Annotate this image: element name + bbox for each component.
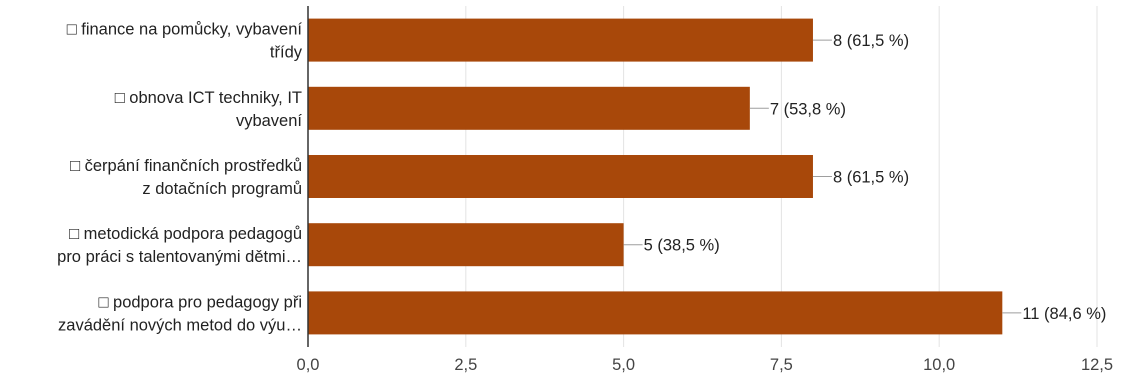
data-label: 5 (38,5 %) bbox=[644, 237, 720, 255]
value-labels: 8 (61,5 %) 7 (53,8 %) 8 (61,5 %) 5 (38,5 %)… bbox=[644, 32, 1107, 323]
category-label: □ čerpání finančních prostředků bbox=[70, 157, 302, 175]
category-label: z dotačních programů bbox=[142, 180, 302, 198]
category-label: □ obnova ICT techniky, IT bbox=[115, 89, 302, 107]
x-tick-label: 0,0 bbox=[297, 356, 320, 374]
category-label: □ metodická podpora pedagogů bbox=[69, 225, 302, 243]
data-label: 8 (61,5 %) bbox=[833, 32, 909, 50]
data-label: 11 (84,6 %) bbox=[1022, 305, 1106, 323]
bar bbox=[308, 18, 813, 62]
category-label: □ finance na pomůcky, vybavení bbox=[67, 21, 303, 39]
bars bbox=[308, 18, 1003, 335]
x-tick-label: 10,0 bbox=[923, 356, 955, 374]
bar bbox=[308, 291, 1003, 335]
x-tick-label: 7,5 bbox=[770, 356, 793, 374]
category-label: □ podpora pro pedagogy při bbox=[98, 293, 302, 311]
category-labels: □ finance na pomůcky, vybavení třídy □ obn… bbox=[57, 21, 303, 335]
category-label: zavádění nových metod do výu… bbox=[58, 316, 302, 334]
data-label: 7 (53,8 %) bbox=[770, 100, 846, 118]
x-tick-label: 2,5 bbox=[454, 356, 477, 374]
data-label: 8 (61,5 %) bbox=[833, 169, 909, 187]
bar bbox=[308, 223, 624, 267]
bar bbox=[308, 86, 750, 130]
x-tick-label: 5,0 bbox=[612, 356, 635, 374]
leader-lines bbox=[623, 39, 1022, 314]
category-label: třídy bbox=[270, 44, 303, 62]
category-label: pro práci s talentovanými dětmi… bbox=[57, 248, 302, 266]
bar bbox=[308, 155, 813, 198]
x-tick-label: 12,5 bbox=[1081, 356, 1113, 374]
category-label: vybavení bbox=[236, 112, 302, 130]
x-axis-tick-labels: 0,0 2,5 5,0 7,5 10,0 12,5 bbox=[297, 356, 1114, 374]
